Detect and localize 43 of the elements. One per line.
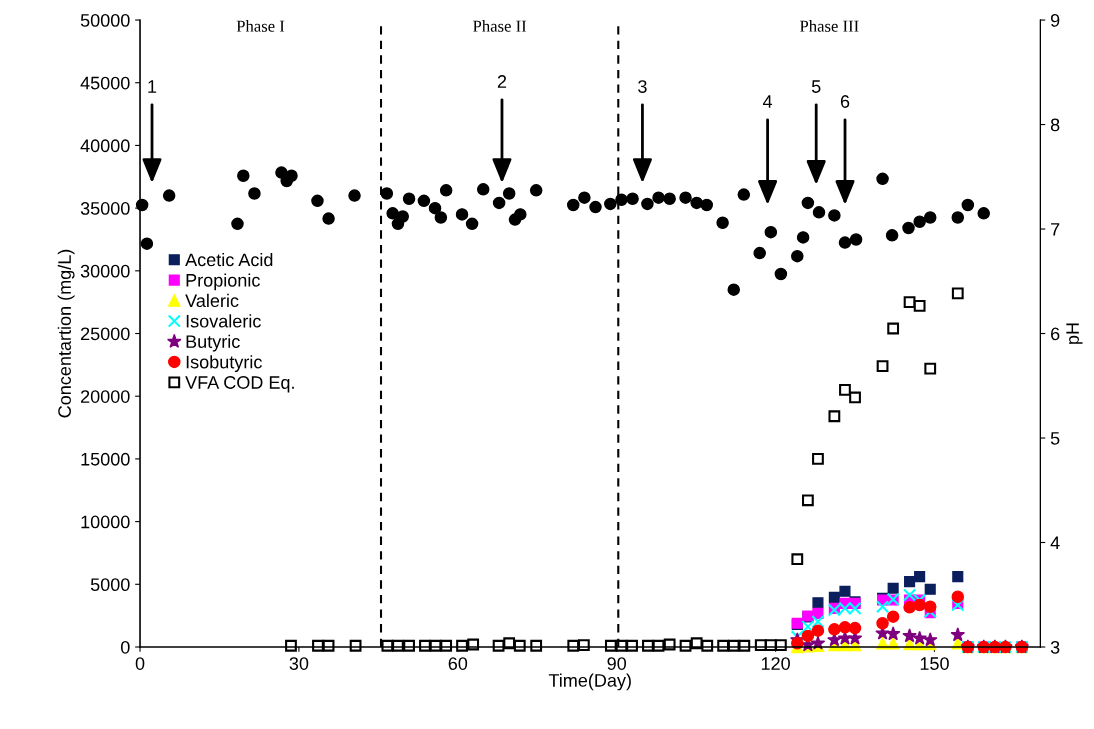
x-tick-label: 60 xyxy=(448,657,468,670)
annotation: Phase I xyxy=(236,20,285,32)
y2-tick-label: 7 xyxy=(1051,223,1060,236)
y-tick-label: 30000 xyxy=(80,264,130,278)
y-tick-label: 10000 xyxy=(81,515,130,529)
annotation: 4 xyxy=(762,95,773,108)
x-axis-title: Time(Day) xyxy=(548,673,631,691)
legend-label: Isobutyric xyxy=(186,355,262,373)
y-tick-label: 40000 xyxy=(80,139,130,153)
legend-label: Isovaleric xyxy=(186,314,261,328)
y2-tick-label: 5 xyxy=(1050,432,1060,445)
legend-label: VFA COD Eq. xyxy=(185,376,294,393)
annotation: 3 xyxy=(638,80,647,93)
y-tick-label: 45000 xyxy=(80,76,130,90)
x-tick-label: 30 xyxy=(289,657,309,670)
y-tick-label: 25000 xyxy=(81,327,130,341)
x-tick-label: 90 xyxy=(607,657,627,670)
y-tick-label: 35000 xyxy=(80,202,130,215)
y-tick-label: 15000 xyxy=(81,452,130,466)
y-axis-title: Concentartion (mg/L) xyxy=(57,249,75,418)
y2-axis-title: pH xyxy=(1066,323,1083,344)
annotation: 1 xyxy=(148,80,157,93)
annotation: Phase III xyxy=(799,20,859,32)
y-tick-label: 20000 xyxy=(81,390,130,403)
legend-label: Valeric xyxy=(185,293,239,308)
legend-label: Propionic xyxy=(186,273,260,291)
x-tick-label: 150 xyxy=(920,657,949,670)
y2-tick-label: 6 xyxy=(1051,327,1060,341)
y-tick-label: 0 xyxy=(120,640,130,654)
annotation: 5 xyxy=(811,80,821,93)
x-tick-label: 120 xyxy=(761,657,790,670)
y-tick-label: 5000 xyxy=(90,578,130,592)
y2-tick-label: 3 xyxy=(1050,640,1060,654)
legend-label: Acetic Acid xyxy=(185,252,273,267)
y2-tick-label: 9 xyxy=(1050,13,1060,27)
annotation: Phase II xyxy=(473,20,527,32)
x-tick-label: 0 xyxy=(135,657,145,670)
legend-label: Butyric xyxy=(186,334,240,352)
annotation: 2 xyxy=(497,75,507,88)
annotation: 6 xyxy=(840,95,850,108)
y-tick-label: 50000 xyxy=(80,13,130,27)
y2-tick-label: 4 xyxy=(1050,536,1060,550)
y2-tick-label: 8 xyxy=(1050,118,1060,132)
